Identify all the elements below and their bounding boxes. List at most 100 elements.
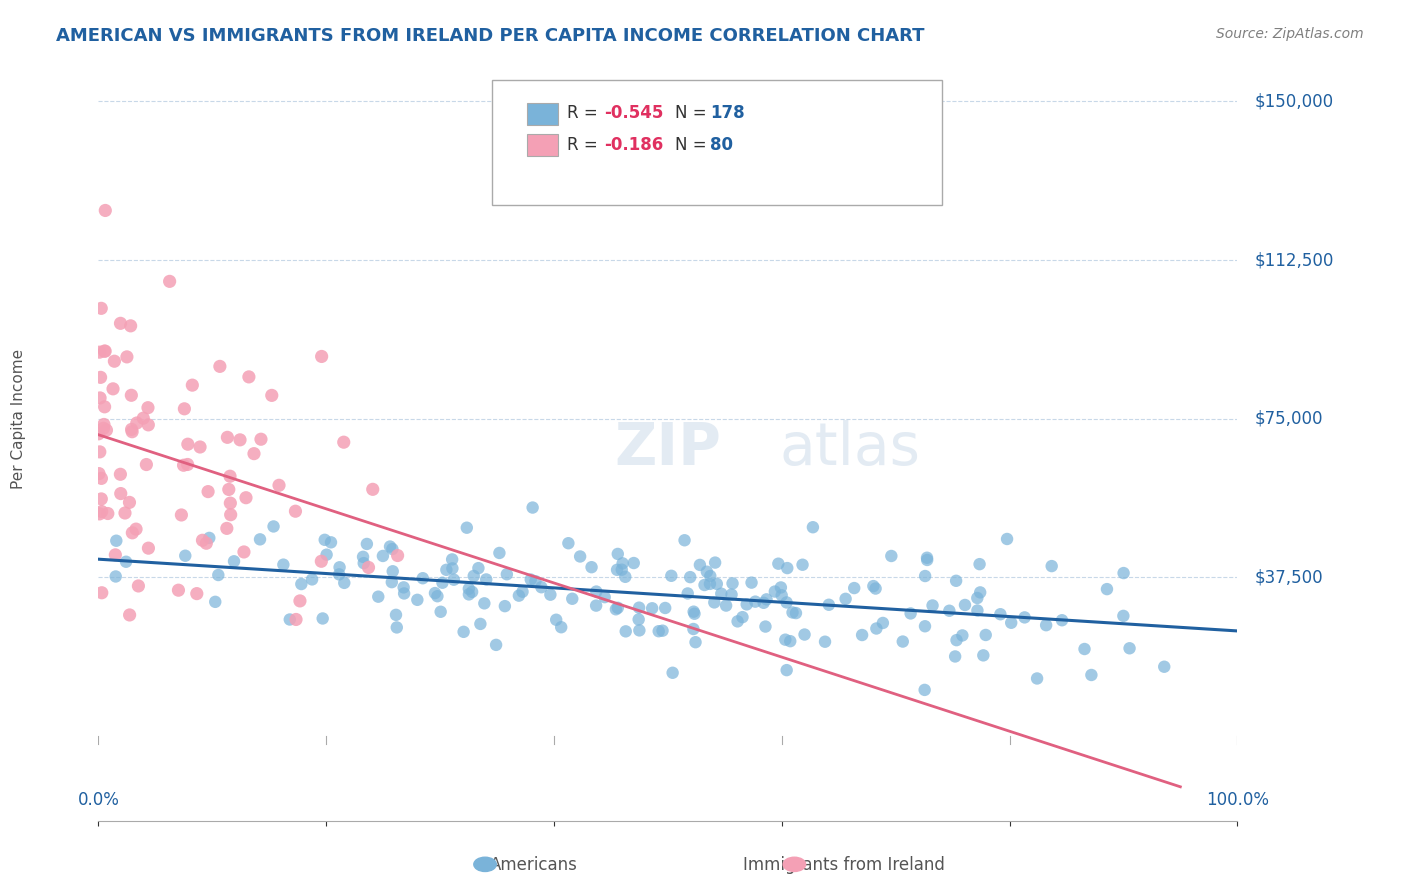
Immigrants from Ireland xyxy=(93,344,115,359)
Americans xyxy=(392,580,415,594)
Americans xyxy=(969,557,991,571)
Americans xyxy=(371,549,394,563)
Immigrants from Ireland xyxy=(110,316,132,330)
Immigrants from Ireland xyxy=(243,447,266,461)
Americans xyxy=(685,635,707,649)
Americans xyxy=(278,613,301,627)
Text: $112,500: $112,500 xyxy=(1254,251,1334,269)
Americans xyxy=(714,599,737,613)
Americans xyxy=(356,537,378,551)
Text: Per Capita Income: Per Capita Income xyxy=(11,349,27,489)
Americans xyxy=(581,560,603,574)
Immigrants from Ireland xyxy=(219,496,242,510)
Immigrants from Ireland xyxy=(121,525,143,540)
Americans xyxy=(426,589,449,603)
Text: ZIP: ZIP xyxy=(614,420,721,477)
Americans xyxy=(495,567,517,582)
Americans xyxy=(610,563,633,577)
Americans xyxy=(312,611,335,625)
Immigrants from Ireland xyxy=(89,445,111,459)
Americans xyxy=(731,610,754,624)
Americans xyxy=(538,588,561,602)
Immigrants from Ireland xyxy=(208,359,231,374)
Immigrants from Ireland xyxy=(250,432,273,446)
Immigrants from Ireland xyxy=(215,521,238,535)
Immigrants from Ireland xyxy=(89,391,111,405)
Americans xyxy=(696,565,718,579)
Americans xyxy=(263,519,285,533)
Text: N =: N = xyxy=(675,136,711,153)
Immigrants from Ireland xyxy=(311,554,333,568)
Immigrants from Ireland xyxy=(90,370,112,384)
Immigrants from Ireland xyxy=(138,541,160,556)
Americans xyxy=(381,575,404,590)
Immigrants from Ireland xyxy=(219,469,242,483)
Americans xyxy=(353,556,375,570)
Americans xyxy=(412,571,434,585)
Americans xyxy=(443,573,465,587)
Immigrants from Ireland xyxy=(125,522,148,536)
Immigrants from Ireland xyxy=(93,421,115,435)
Immigrants from Ireland xyxy=(90,491,112,506)
Americans xyxy=(290,577,312,591)
Americans xyxy=(1026,672,1049,686)
Americans xyxy=(385,607,408,622)
Americans xyxy=(744,594,766,608)
Immigrants from Ireland xyxy=(332,435,354,450)
Americans xyxy=(661,665,683,680)
Americans xyxy=(938,604,960,618)
Americans xyxy=(606,600,628,615)
Americans xyxy=(900,607,922,621)
Americans xyxy=(720,588,742,602)
Immigrants from Ireland xyxy=(177,437,200,451)
Americans xyxy=(755,592,778,607)
Immigrants from Ireland xyxy=(197,484,219,499)
Americans xyxy=(793,627,815,641)
Americans xyxy=(974,628,997,642)
Americans xyxy=(456,521,478,535)
Immigrants from Ireland xyxy=(94,344,117,359)
Americans xyxy=(333,575,356,590)
Immigrants from Ireland xyxy=(181,378,204,392)
Americans xyxy=(972,648,994,663)
Americans xyxy=(966,591,988,605)
Americans xyxy=(381,541,404,556)
Immigrants from Ireland xyxy=(188,440,211,454)
Americans xyxy=(818,598,841,612)
Immigrants from Ireland xyxy=(125,416,148,430)
Americans xyxy=(315,548,337,562)
Americans xyxy=(457,582,479,596)
Americans xyxy=(1080,668,1102,682)
Americans xyxy=(429,605,451,619)
Text: 80: 80 xyxy=(710,136,733,153)
Americans xyxy=(472,596,495,610)
Americans xyxy=(367,590,389,604)
Americans xyxy=(314,533,336,547)
Americans xyxy=(1014,610,1036,624)
Americans xyxy=(378,540,401,554)
Americans xyxy=(891,634,914,648)
Americans xyxy=(801,520,824,534)
Americans xyxy=(1050,613,1073,627)
Immigrants from Ireland xyxy=(136,417,159,432)
Americans xyxy=(104,569,127,583)
Americans xyxy=(406,592,429,607)
Immigrants from Ireland xyxy=(101,382,124,396)
Immigrants from Ireland xyxy=(357,560,380,574)
Americans xyxy=(659,569,682,583)
Immigrants from Ireland xyxy=(127,579,149,593)
Americans xyxy=(1112,608,1135,623)
Americans xyxy=(441,552,464,566)
Americans xyxy=(727,615,749,629)
Americans xyxy=(328,567,350,582)
Americans xyxy=(776,561,799,575)
Americans xyxy=(851,628,873,642)
Americans xyxy=(915,553,938,567)
Americans xyxy=(945,574,967,588)
Immigrants from Ireland xyxy=(285,612,308,626)
Americans xyxy=(585,599,607,613)
Immigrants from Ireland xyxy=(97,507,120,521)
Immigrants from Ireland xyxy=(93,417,115,432)
Immigrants from Ireland xyxy=(115,350,138,364)
Immigrants from Ireland xyxy=(195,536,218,550)
